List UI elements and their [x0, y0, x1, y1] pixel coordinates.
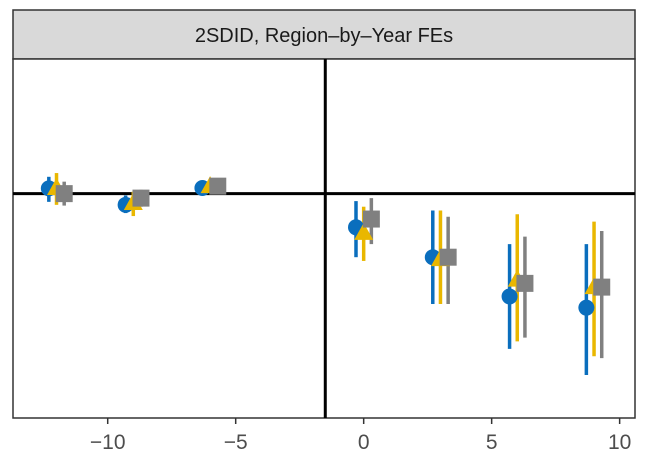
x-tick-label-2: 0	[358, 431, 370, 454]
point-square-4	[439, 248, 457, 266]
x-axis: −10 −5 0 5 10	[90, 418, 631, 454]
x-tick-label-3: 5	[486, 431, 498, 454]
point-square-6	[593, 278, 611, 296]
point-square-5	[516, 274, 534, 292]
point-square-1	[132, 189, 150, 207]
point-square-0	[55, 185, 73, 203]
data-marks	[40, 173, 611, 375]
x-tick-label-0: −10	[90, 431, 126, 454]
facet-strip	[12, 9, 636, 60]
x-tick-label-4: 10	[608, 431, 631, 454]
chart-title: 2SDID, Region–by–Year FEs	[195, 25, 453, 47]
point-square-2	[209, 177, 227, 195]
point-triangle-3	[354, 222, 374, 240]
point-square-3	[362, 210, 380, 228]
x-tick-label-1: −5	[224, 431, 248, 454]
point-circle-6	[578, 299, 595, 316]
point-circle-5	[501, 288, 518, 305]
